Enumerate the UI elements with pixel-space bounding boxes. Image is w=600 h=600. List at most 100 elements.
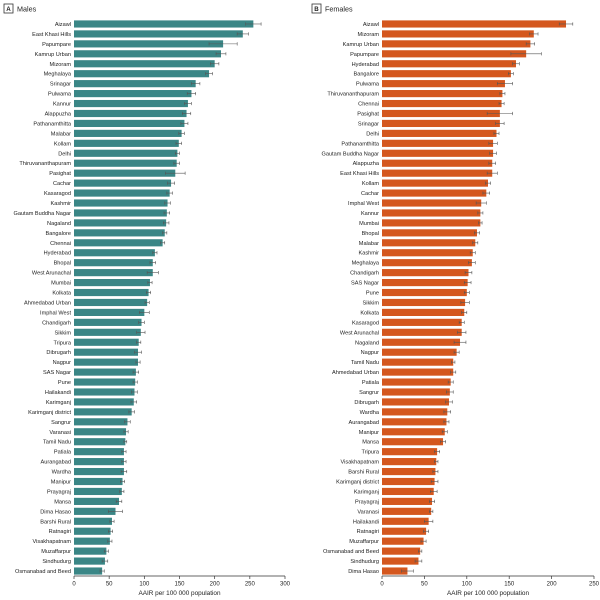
category-label: Delhi xyxy=(58,151,71,157)
category-label: Malabar xyxy=(359,241,379,247)
category-label: Meghalaya xyxy=(352,261,380,267)
bar xyxy=(74,497,120,505)
category-label: Cachar xyxy=(53,181,71,187)
bar xyxy=(382,40,531,48)
category-label: Sangrur xyxy=(51,420,71,426)
bar xyxy=(74,318,142,326)
panel-males: A Males Aizawl East Khasi Hills Papumpare Kam… xyxy=(3,3,291,597)
bar xyxy=(382,507,432,515)
bar xyxy=(74,378,136,386)
category-label: Muzaffarpur xyxy=(41,549,71,555)
category-label: Mumbai xyxy=(51,281,71,287)
bar xyxy=(382,467,436,476)
bar xyxy=(74,527,111,535)
panel-title: Females xyxy=(325,4,353,13)
category-label: West Arunachal xyxy=(340,330,379,336)
category-label: Visakhapatnam xyxy=(341,460,380,466)
bar xyxy=(74,487,122,496)
bar xyxy=(74,278,150,287)
bar xyxy=(74,507,116,515)
bar xyxy=(74,109,187,118)
bar xyxy=(382,448,438,456)
bar xyxy=(382,189,487,197)
category-label: Thiruvananthapuram xyxy=(327,92,379,98)
panel-title: Males xyxy=(17,4,37,13)
bar xyxy=(74,139,179,147)
bar xyxy=(382,537,424,545)
category-label: Papumpare xyxy=(350,52,379,58)
bar xyxy=(382,358,454,366)
bar xyxy=(382,269,469,277)
bar xyxy=(382,30,534,38)
x-tick-label: 300 xyxy=(280,582,291,588)
category-label: Osmanabad and Beed xyxy=(15,569,71,575)
category-label: Kollam xyxy=(362,181,379,187)
category-label: Pune xyxy=(366,291,379,297)
category-label: Tripura xyxy=(361,450,379,456)
category-label: Ratnagiri xyxy=(357,529,379,535)
category-label: Sindhudurg xyxy=(350,559,379,565)
bar xyxy=(382,487,434,496)
bar xyxy=(382,199,482,207)
bar xyxy=(74,418,128,426)
category-label: Aurangabad xyxy=(41,460,71,466)
category-label: Srinagar xyxy=(50,82,71,88)
category-label: Aurangabad xyxy=(349,420,379,426)
bar xyxy=(74,517,112,525)
bar xyxy=(382,60,516,68)
bar xyxy=(74,358,139,366)
category-label: Chandigarh xyxy=(42,320,71,326)
bar xyxy=(382,159,493,167)
bar xyxy=(382,20,567,28)
bar xyxy=(74,90,192,98)
bar xyxy=(74,398,134,406)
category-label: Kolkata xyxy=(360,310,380,316)
category-label: Varanasi xyxy=(49,430,71,436)
bar xyxy=(74,298,148,307)
category-label: Nagpur xyxy=(53,360,71,366)
bar xyxy=(74,259,153,267)
bar xyxy=(382,318,462,326)
bar xyxy=(382,209,481,217)
bar xyxy=(382,99,502,108)
category-label: Ahmedabad Urban xyxy=(332,370,379,376)
category-label: Pathanamthitta xyxy=(33,121,72,127)
category-label: East Khasi Hills xyxy=(32,32,71,38)
category-label: Sikkim xyxy=(363,300,380,306)
category-label: Malabar xyxy=(51,131,71,137)
bar xyxy=(74,348,139,356)
bar xyxy=(74,119,185,128)
bar xyxy=(382,169,493,177)
bar xyxy=(382,348,457,356)
bar xyxy=(382,408,448,416)
category-label: Bangalore xyxy=(45,231,71,237)
category-label: Mumbai xyxy=(359,221,379,227)
bar xyxy=(74,408,132,416)
category-label: Bhopal xyxy=(362,231,379,237)
category-label: Barshi Rural xyxy=(348,470,379,476)
category-label: West Arunachal xyxy=(32,271,71,277)
bar xyxy=(382,129,497,137)
category-label: Alappuzha xyxy=(353,161,380,167)
x-tick-label: 50 xyxy=(106,582,113,588)
bar xyxy=(382,50,527,58)
category-label: Ratnagiri xyxy=(49,529,71,535)
bar xyxy=(382,239,476,247)
category-label: Thiruvananthapuram xyxy=(19,161,71,167)
category-label: SAS Nagar xyxy=(351,281,379,287)
bar xyxy=(74,20,254,28)
bar xyxy=(74,30,243,38)
category-label: Barshi Rural xyxy=(40,519,71,525)
category-label: Tamil Nadu xyxy=(351,360,379,366)
x-tick-label: 150 xyxy=(174,582,185,588)
bar xyxy=(74,368,136,376)
category-label: Kashmir xyxy=(50,201,71,207)
category-label: Kolkata xyxy=(52,291,72,297)
category-label: Mizoram xyxy=(358,32,380,38)
category-label: Pasighat xyxy=(357,111,379,117)
bar xyxy=(382,70,511,78)
category-label: Chandigarh xyxy=(350,271,379,277)
category-label: Papumpare xyxy=(42,42,71,48)
category-label: Kasaragod xyxy=(44,191,71,197)
